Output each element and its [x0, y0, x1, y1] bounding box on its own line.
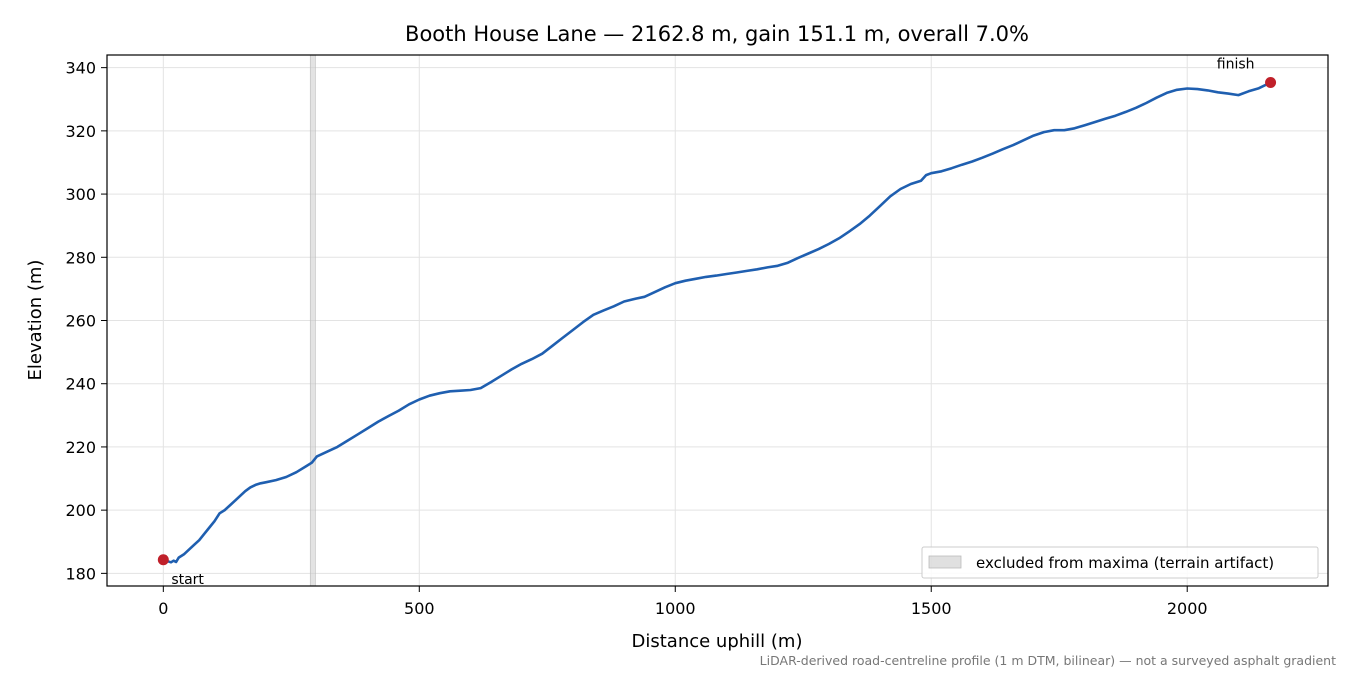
grid: [107, 55, 1328, 586]
y-tick-label: 300: [65, 185, 96, 204]
legend: excluded from maxima (terrain artifact): [921, 546, 1319, 579]
markers-layer: start finish: [157, 56, 1277, 588]
x-axis-ticks: 0 500 1000 1500 2000: [158, 586, 1208, 618]
chart-title: Booth House Lane — 2162.8 m, gain 151.1 …: [405, 22, 1029, 46]
excluded-band: [309, 54, 316, 587]
excluded-band-rect: [309, 54, 316, 587]
x-tick-label: 1500: [911, 599, 952, 618]
x-tick-label: 500: [404, 599, 435, 618]
y-tick-label: 220: [65, 438, 96, 457]
finish-marker: [1265, 76, 1277, 88]
y-tick-label: 280: [65, 248, 96, 267]
y-tick-label: 200: [65, 501, 96, 520]
legend-swatch: [928, 555, 962, 569]
x-tick-label: 1000: [655, 599, 696, 618]
legend-box: [921, 546, 1319, 579]
series-line: [162, 81, 1272, 564]
footnote: LiDAR-derived road-centreline profile (1…: [760, 653, 1336, 668]
y-tick-label: 320: [65, 122, 96, 141]
finish-label: finish: [1217, 56, 1255, 72]
x-tick-label: 2000: [1167, 599, 1208, 618]
series-layer: [162, 81, 1272, 564]
legend-label: excluded from maxima (terrain artifact): [976, 554, 1274, 572]
y-tick-label: 240: [65, 375, 96, 394]
y-axis-ticks: 180 200 220 240 260 280 300 320 340: [65, 59, 107, 583]
x-tick-label: 0: [158, 599, 168, 618]
x-axis-title: Distance uphill (m): [632, 631, 803, 652]
y-tick-label: 340: [65, 59, 96, 78]
start-marker: [157, 554, 169, 566]
start-label: start: [171, 572, 204, 588]
y-tick-label: 260: [65, 312, 96, 331]
y-axis-title: Elevation (m): [25, 260, 46, 381]
y-tick-label: 180: [65, 564, 96, 583]
